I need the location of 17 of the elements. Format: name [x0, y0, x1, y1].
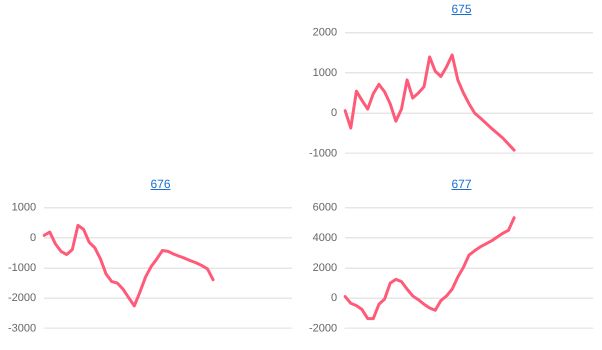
- y-tick-label: -1000: [308, 147, 338, 160]
- y-tick-label: 0: [331, 292, 338, 304]
- y-tick-label: -2000: [8, 292, 36, 304]
- y-tick-label: 0: [331, 107, 338, 120]
- chart-title: 676: [149, 176, 172, 193]
- y-tick-label: 1000: [12, 202, 36, 214]
- y-tick-label: 0: [30, 232, 36, 244]
- y-tick-label: 2000: [312, 26, 338, 39]
- y-tick-label: 1000: [312, 66, 338, 79]
- y-tick-label: -3000: [8, 322, 36, 334]
- y-tick-label: 4000: [312, 232, 338, 244]
- chart-title: 675: [450, 1, 473, 18]
- y-tick-label: 2000: [312, 262, 338, 274]
- y-tick-label: -1000: [8, 262, 36, 274]
- y-tick-label: -2000: [308, 322, 338, 334]
- chart-title: 677: [450, 176, 473, 193]
- y-tick-label: 6000: [312, 202, 338, 214]
